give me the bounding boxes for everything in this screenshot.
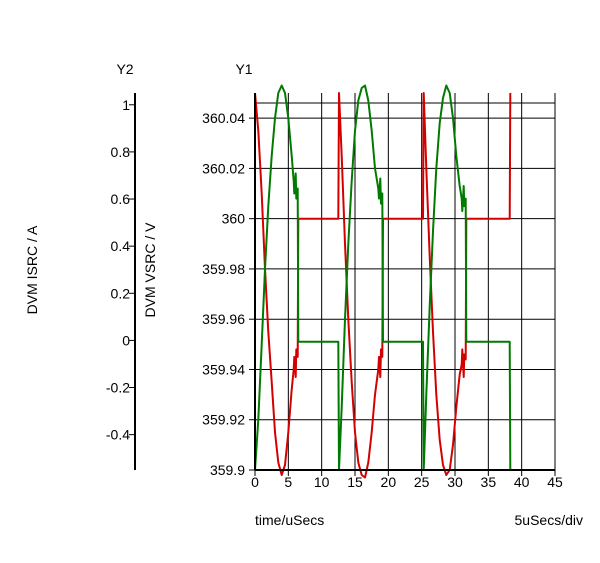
x-tick-label: 0 xyxy=(251,474,259,490)
series-line-2 xyxy=(254,84,512,471)
y1-tick-label: 360 xyxy=(222,211,246,227)
y2-tick-label: 0.2 xyxy=(111,285,131,301)
y2-tick-label: 0.4 xyxy=(111,238,131,254)
y1-tick-label: 359.9 xyxy=(210,462,245,478)
x-tick-label: 25 xyxy=(414,474,430,490)
series-layer xyxy=(254,84,512,479)
y1-tick-label: 360.04 xyxy=(202,110,245,126)
y1-tick-label: 359.98 xyxy=(202,261,245,277)
y2-tick-label: 0.6 xyxy=(111,191,131,207)
x-scale-note: 5uSecs/div xyxy=(515,512,583,528)
y2-tick-label: 0.8 xyxy=(111,144,131,160)
y2-tick-label: -0.2 xyxy=(106,380,130,396)
x-tick-label: 40 xyxy=(514,474,530,490)
y1-tick-label: 360.02 xyxy=(202,160,245,176)
y1-tick-label: 359.92 xyxy=(202,412,245,428)
y2-tick-label: 1 xyxy=(122,97,130,113)
axis-layer: 359.9 359.92 359.94 359.96 359.98 360 360.02 36… xyxy=(106,93,563,490)
x-tick-label: 5 xyxy=(284,474,292,490)
x-tick-label: 30 xyxy=(447,474,463,490)
x-tick-label: 45 xyxy=(547,474,563,490)
y1-tick-label: 359.94 xyxy=(202,361,245,377)
y1-tick-label: 359.96 xyxy=(202,311,245,327)
x-axis-label: time/uSecs xyxy=(255,512,324,528)
y2-tick-label: 0 xyxy=(122,332,130,348)
x-tick-label: 15 xyxy=(347,474,363,490)
x-tick-label: 10 xyxy=(314,474,330,490)
y1-axis-label: DVM VSRC / V xyxy=(142,222,158,318)
series-line-1 xyxy=(254,92,512,479)
y2-axis-title: Y2 xyxy=(116,61,133,77)
y1-axis-title: Y1 xyxy=(235,61,252,77)
y2-axis-label: DVM ISRC / A xyxy=(24,225,40,314)
x-tick-label: 20 xyxy=(381,474,397,490)
x-tick-label: 35 xyxy=(481,474,497,490)
y2-tick-label: -0.4 xyxy=(106,427,130,443)
